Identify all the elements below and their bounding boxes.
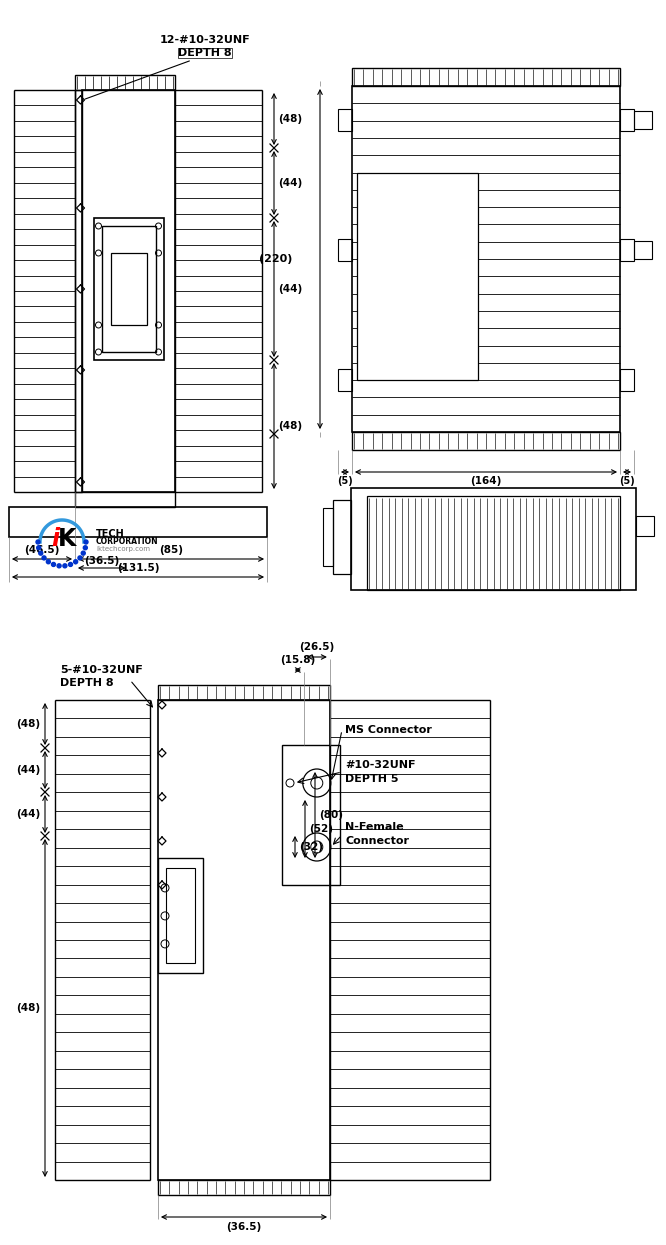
Bar <box>158 685 330 700</box>
Text: (48): (48) <box>278 115 302 124</box>
Text: (5): (5) <box>619 476 635 486</box>
Text: (46.5): (46.5) <box>25 545 60 555</box>
Circle shape <box>37 545 41 550</box>
Text: DEPTH 8: DEPTH 8 <box>60 679 114 688</box>
Bar <box>323 508 333 566</box>
Text: i: i <box>51 527 59 552</box>
Text: CORPORATION: CORPORATION <box>96 537 159 545</box>
Text: (44): (44) <box>16 764 40 774</box>
Bar <box>352 86 620 432</box>
Circle shape <box>83 545 87 550</box>
Text: (5): (5) <box>337 476 353 486</box>
Bar <box>338 110 352 131</box>
Bar <box>620 110 634 131</box>
Bar <box>367 496 620 590</box>
Circle shape <box>42 557 46 560</box>
Bar <box>351 488 636 590</box>
Bar <box>158 1180 330 1195</box>
Circle shape <box>84 540 88 544</box>
Bar <box>9 507 267 537</box>
Bar <box>75 90 82 492</box>
Text: (32): (32) <box>299 842 323 852</box>
Text: (85): (85) <box>159 545 183 555</box>
Bar <box>634 111 652 129</box>
Bar <box>158 700 330 1180</box>
Text: (52): (52) <box>309 824 333 834</box>
Circle shape <box>81 552 85 555</box>
Circle shape <box>36 540 40 544</box>
Text: (44): (44) <box>278 284 302 294</box>
Circle shape <box>47 560 51 564</box>
Text: (48): (48) <box>16 1003 40 1013</box>
Text: N-Female: N-Female <box>345 822 404 832</box>
Text: (44): (44) <box>278 178 302 188</box>
Text: (36.5): (36.5) <box>84 557 119 566</box>
Circle shape <box>63 564 67 568</box>
Bar <box>111 253 147 325</box>
Bar <box>166 869 195 964</box>
Bar <box>620 239 634 261</box>
Text: 5-#10-32UNF: 5-#10-32UNF <box>60 665 143 675</box>
Text: (131.5): (131.5) <box>117 563 159 573</box>
Bar <box>101 227 155 352</box>
Text: (26.5): (26.5) <box>299 642 334 652</box>
Circle shape <box>51 563 55 566</box>
Text: (36.5): (36.5) <box>226 1223 262 1233</box>
Text: TECH: TECH <box>96 529 125 539</box>
Text: DEPTH 5: DEPTH 5 <box>345 774 398 784</box>
Text: #10-32UNF: #10-32UNF <box>345 759 416 769</box>
Text: (15.8): (15.8) <box>280 655 316 665</box>
Text: (44): (44) <box>16 809 40 819</box>
Circle shape <box>39 552 43 555</box>
Text: DEPTH 8: DEPTH 8 <box>178 49 232 59</box>
Text: (48): (48) <box>278 421 302 431</box>
Bar <box>82 90 175 492</box>
Text: 12-#10-32UNF: 12-#10-32UNF <box>160 35 250 45</box>
Bar <box>333 500 351 574</box>
Text: (220): (220) <box>258 254 292 264</box>
Circle shape <box>57 564 61 568</box>
Bar <box>282 745 340 885</box>
Bar <box>636 515 654 537</box>
Text: (80): (80) <box>319 810 343 820</box>
Circle shape <box>69 563 73 566</box>
Text: MS Connector: MS Connector <box>345 725 432 735</box>
Bar <box>338 239 352 261</box>
Circle shape <box>78 557 82 560</box>
Bar <box>357 173 478 380</box>
Circle shape <box>74 560 78 564</box>
Text: K: K <box>58 527 76 552</box>
Bar <box>634 242 652 259</box>
Text: iktechcorp.com: iktechcorp.com <box>96 547 150 552</box>
Text: (164): (164) <box>470 476 501 486</box>
Bar <box>93 218 163 360</box>
Bar <box>352 68 620 86</box>
Bar <box>338 369 352 391</box>
Bar <box>620 369 634 391</box>
Text: (48): (48) <box>16 720 40 730</box>
Bar <box>75 75 175 90</box>
Bar <box>75 492 175 507</box>
Bar <box>352 432 620 449</box>
Bar <box>158 858 203 974</box>
Text: Connector: Connector <box>345 835 409 847</box>
